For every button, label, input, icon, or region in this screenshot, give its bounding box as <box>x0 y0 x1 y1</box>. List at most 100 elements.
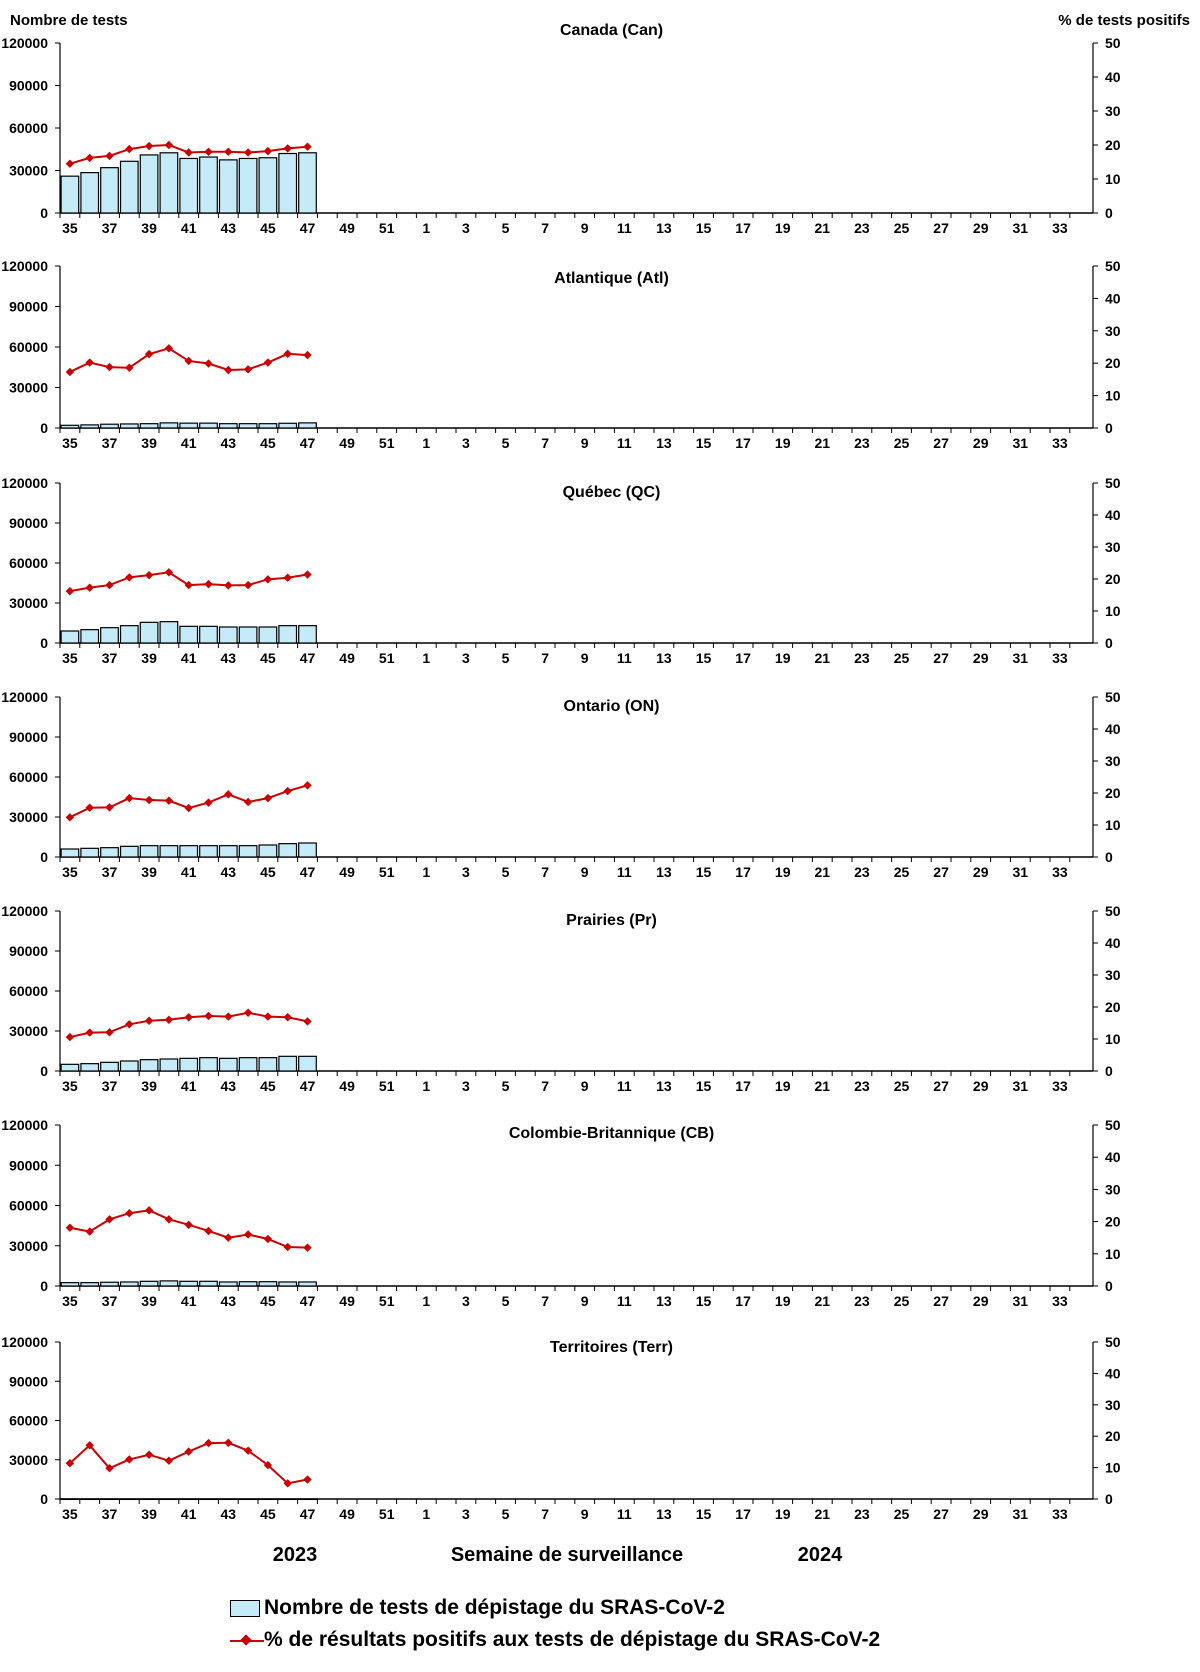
positivity-point <box>125 573 134 582</box>
positivity-point <box>125 363 134 372</box>
positivity-point <box>144 795 154 805</box>
x-tick-label: 19 <box>775 650 791 666</box>
right-tick-label: 40 <box>1105 721 1121 737</box>
tests-bar <box>238 1281 258 1287</box>
positivity-point <box>184 1013 193 1022</box>
x-tick-label: 33 <box>1052 435 1068 451</box>
right-tick-label: 40 <box>1105 69 1121 85</box>
x-tick-label: 17 <box>735 864 751 880</box>
positivity-point <box>204 1226 213 1236</box>
positivity-point <box>105 1215 114 1224</box>
x-tick-label: 17 <box>735 435 751 451</box>
positivity-point <box>85 803 94 812</box>
right-tick-label: 50 <box>1105 1117 1121 1133</box>
left-tick-label: 0 <box>40 1278 48 1294</box>
tests-bar <box>199 1057 218 1072</box>
positivity-point <box>85 153 94 163</box>
right-tick-label: 0 <box>1105 205 1113 221</box>
x-tick-label: 35 <box>62 1078 78 1094</box>
positivity-point <box>263 575 273 584</box>
legend-bar-label: Nombre de tests de dépistage du SRAS-CoV… <box>264 1596 725 1619</box>
x-tick-label: 3 <box>462 220 470 236</box>
right-tick-label: 40 <box>1105 935 1121 951</box>
positivity-point <box>224 581 233 590</box>
x-tick-label: 29 <box>973 650 989 666</box>
x-tick-label: 5 <box>502 1506 510 1522</box>
x-tick-label: 15 <box>696 1078 712 1094</box>
x-tick-label: 17 <box>735 650 751 666</box>
tests-bar <box>298 625 317 644</box>
tests-bar <box>298 422 317 429</box>
x-tick-label: 45 <box>260 1506 276 1522</box>
x-tick-label: 37 <box>102 864 118 880</box>
chart-panel-6: Colombie-Britannique (CB) 0 30000 60000 9000… <box>1 1117 1121 1309</box>
tests-bar <box>199 422 218 429</box>
positivity-point <box>65 813 75 822</box>
x-tick-label: 27 <box>933 1293 949 1309</box>
x-tick-label: 49 <box>339 220 355 236</box>
positivity-point <box>65 367 75 377</box>
tests-bar <box>100 627 119 644</box>
x-tick-label: 45 <box>260 435 276 451</box>
tests-bar <box>258 844 278 858</box>
positivity-point <box>125 1020 134 1029</box>
x-tick-label: 1 <box>422 1293 430 1309</box>
x-tick-label: 47 <box>300 864 316 880</box>
left-tick-label: 60000 <box>9 1198 48 1214</box>
left-tick-label: 60000 <box>9 339 48 355</box>
tests-bar <box>258 1281 278 1287</box>
tests-bar <box>199 1498 218 1501</box>
tests-bar <box>238 1498 258 1501</box>
left-tick-label: 90000 <box>9 1157 48 1173</box>
tests-bar <box>258 626 278 644</box>
left-tick-label: 120000 <box>1 35 48 51</box>
x-tick-label: 27 <box>933 864 949 880</box>
tests-bar <box>139 423 159 429</box>
positivity-point <box>283 786 292 796</box>
left-tick-label: 60000 <box>9 1413 48 1429</box>
left-axis-title: Nombre de tests <box>10 12 128 29</box>
x-tick-label: 17 <box>735 220 751 236</box>
right-tick-label: 20 <box>1105 999 1121 1015</box>
x-tick-label: 39 <box>141 1506 157 1522</box>
x-tick-label: 21 <box>815 435 831 451</box>
footer-year-2023: 2023 <box>273 1544 318 1566</box>
x-tick-label: 45 <box>260 220 276 236</box>
x-tick-label: 19 <box>775 1078 791 1094</box>
tests-bar <box>278 422 298 429</box>
positivity-point <box>263 358 273 367</box>
tests-bar <box>139 1059 159 1072</box>
tests-bar <box>238 157 258 214</box>
positivity-point <box>85 1227 94 1236</box>
x-tick-label: 9 <box>581 650 589 666</box>
x-tick-label: 1 <box>422 1506 430 1522</box>
positivity-point <box>263 1234 273 1244</box>
x-tick-label: 23 <box>854 650 870 666</box>
positivity-point <box>204 1011 213 1021</box>
x-tick-label: 43 <box>221 650 237 666</box>
right-tick-label: 30 <box>1105 967 1121 983</box>
tests-bar <box>258 1498 278 1501</box>
x-tick-label: 43 <box>221 1293 237 1309</box>
positivity-point <box>105 151 114 161</box>
x-tick-label: 13 <box>656 650 672 666</box>
panel-title: Québec (QC) <box>563 484 661 501</box>
positivity-point <box>105 1028 114 1037</box>
x-tick-label: 11 <box>617 1506 632 1522</box>
x-tick-label: 33 <box>1052 1078 1068 1094</box>
x-tick-label: 1 <box>422 864 430 880</box>
x-tick-label: 1 <box>422 220 430 236</box>
x-tick-label: 15 <box>696 435 712 451</box>
x-tick-label: 7 <box>541 220 549 236</box>
x-tick-label: 15 <box>696 1293 712 1309</box>
chart-panel-2: Atlantique (Atl) 0 30000 60000 90000 120000 0 1… <box>1 258 1121 451</box>
positivity-point <box>105 362 114 372</box>
x-tick-label: 27 <box>933 1078 949 1094</box>
positivity-point <box>243 148 253 157</box>
tests-bar <box>159 422 179 429</box>
x-tick-label: 3 <box>462 1078 470 1094</box>
right-tick-label: 30 <box>1105 323 1121 339</box>
x-tick-label: 47 <box>300 1078 316 1094</box>
right-tick-label: 30 <box>1105 103 1121 119</box>
